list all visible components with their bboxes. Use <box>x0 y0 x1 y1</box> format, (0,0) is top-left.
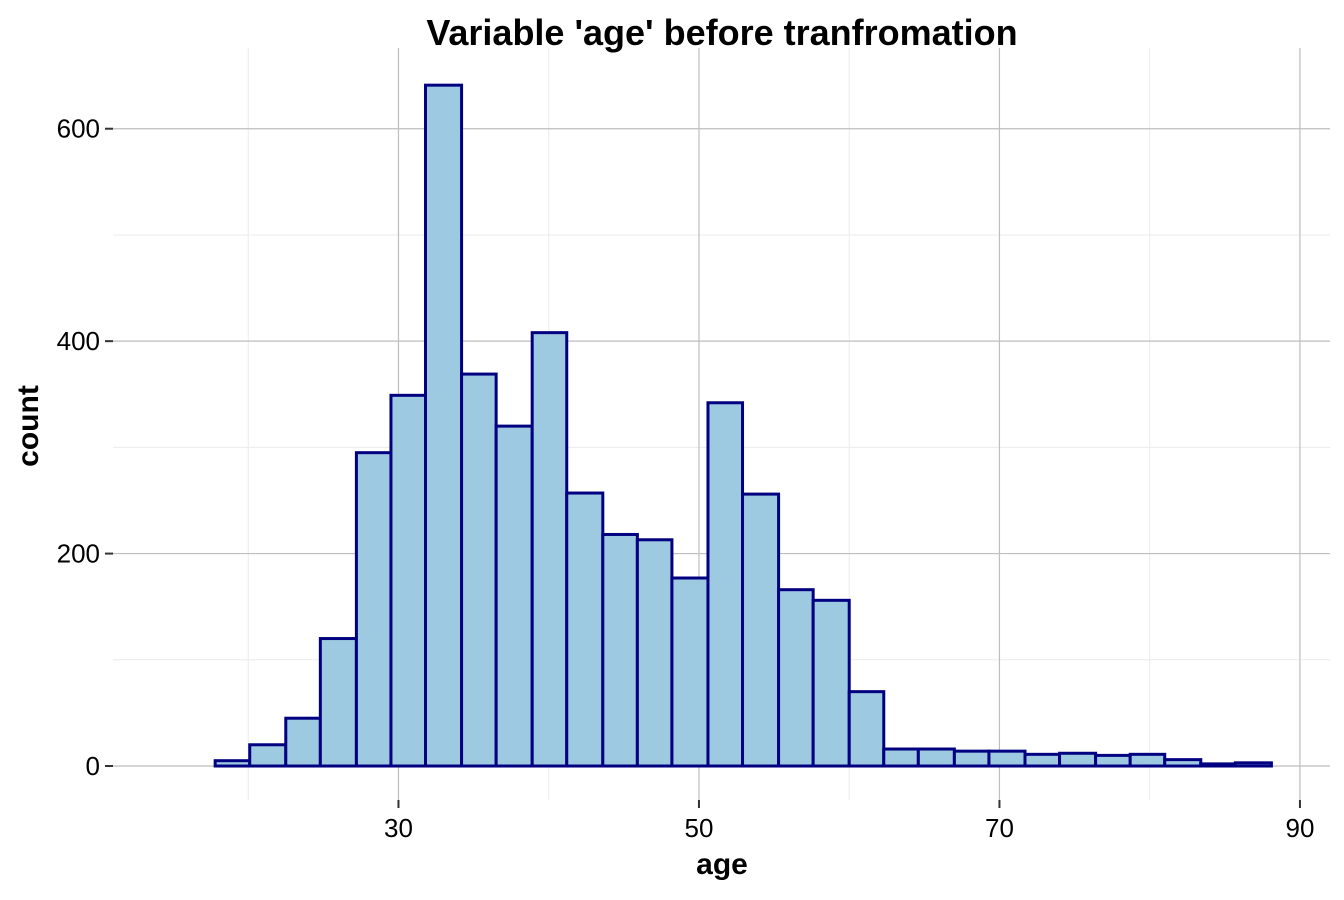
histogram-bar <box>389 393 428 768</box>
histogram-bar <box>706 401 745 768</box>
histogram-bar <box>916 747 956 768</box>
histogram-bar <box>847 690 886 768</box>
histogram-bar <box>460 372 498 768</box>
histogram-bar <box>1094 753 1132 768</box>
y-tick-label: 600 <box>57 114 100 144</box>
histogram-bar <box>670 576 710 768</box>
histogram-bar <box>354 451 393 768</box>
x-tick-label: 30 <box>384 813 413 843</box>
histogram-bar <box>213 759 252 768</box>
histogram-bar <box>777 588 815 768</box>
histogram-bar <box>494 424 534 768</box>
y-tick-label: 200 <box>57 539 100 569</box>
x-axis-title: age <box>696 848 748 881</box>
histogram-bar <box>741 492 781 768</box>
x-tick-label: 90 <box>1285 813 1314 843</box>
histogram-bar <box>284 716 322 768</box>
axes-layer: 0 200 400 600 30 50 70 90 <box>57 114 1315 843</box>
histogram-bar <box>811 598 851 768</box>
histogram-bar <box>530 331 569 768</box>
y-axis-title: count <box>12 385 45 467</box>
y-tick-label: 400 <box>57 326 100 356</box>
histogram-bar <box>1163 758 1203 768</box>
y-tick-label: 0 <box>86 751 100 781</box>
x-tick-label: 50 <box>685 813 714 843</box>
histogram-bar <box>952 749 991 768</box>
bars-layer <box>213 83 1273 768</box>
histogram-bar <box>1233 761 1273 768</box>
histogram-bar <box>424 83 464 768</box>
histogram-bar <box>248 743 288 768</box>
histogram-bar <box>882 747 920 768</box>
histogram-bar <box>1023 752 1062 768</box>
histogram-bar <box>318 637 358 768</box>
histogram-bar <box>601 532 639 768</box>
x-tick-label: 70 <box>985 813 1014 843</box>
histogram-bar <box>987 749 1027 768</box>
histogram-bar <box>1128 752 1167 768</box>
histogram-bar <box>1058 751 1098 768</box>
chart-title: Variable 'age' before tranfromation <box>426 12 1017 53</box>
histogram-bar <box>565 491 605 768</box>
histogram-bar <box>635 538 674 768</box>
histogram-bar <box>1199 762 1237 768</box>
